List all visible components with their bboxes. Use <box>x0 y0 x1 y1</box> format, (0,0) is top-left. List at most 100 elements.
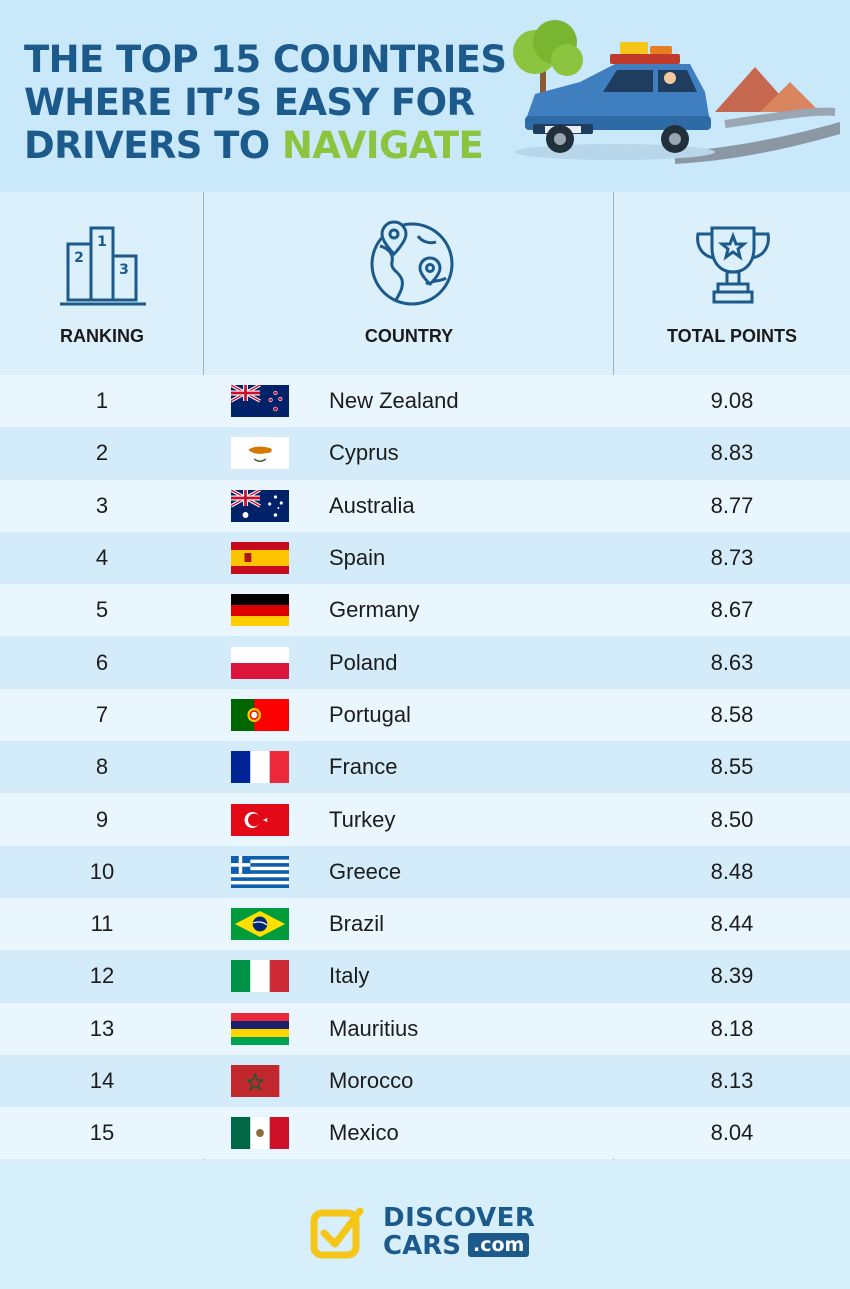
svg-text:1: 1 <box>97 234 107 250</box>
country-column-label: COUNTRY <box>364 326 454 346</box>
rank-cell: 1 <box>95 388 109 414</box>
rank-cell: 5 <box>95 597 109 623</box>
rank-cell: 7 <box>95 701 109 727</box>
title-line-3-prefix: DRIVERS TO <box>24 124 282 167</box>
rank-cell: 11 <box>90 911 114 937</box>
flag-ma-icon <box>231 1055 291 1107</box>
title-accent-word: NAVIGATE <box>281 124 484 167</box>
logo-word-cars: CARS <box>383 1231 461 1261</box>
globe-pin-icon <box>370 220 454 306</box>
table-row: 10 Greece 8.48 <box>0 845 850 898</box>
title-line-2: WHERE IT’S EASY FOR <box>24 81 475 124</box>
country-cell: Mexico <box>329 1120 399 1146</box>
rank-cell: 9 <box>95 806 109 832</box>
points-cell: 8.48 <box>710 858 754 884</box>
table-row: 5 Germany 8.67 <box>0 584 850 637</box>
table-body: 1 New Zealand 9.08 2 Cyprus 8.83 3 Australia 8.7… <box>0 375 850 1160</box>
flag-au-icon <box>231 480 291 532</box>
rank-cell: 12 <box>89 963 115 989</box>
title-line-1: THE TOP 15 COUNTRIES <box>24 38 507 81</box>
svg-text:2: 2 <box>74 250 84 266</box>
country-column-header: COUNTRY <box>204 192 614 374</box>
table-row: 11 Brazil 8.44 <box>0 897 850 951</box>
flag-gr-icon <box>231 846 291 898</box>
rank-cell: 14 <box>89 1068 115 1093</box>
points-cell: 8.50 <box>710 806 754 832</box>
flag-es-icon <box>231 532 291 584</box>
car-road-trip-illustration <box>513 20 840 164</box>
country-cell: Brazil <box>329 911 385 937</box>
table-row: 9 Turkey 8.50 <box>0 793 850 846</box>
ranking-column-label: RANKING <box>60 326 144 346</box>
header-banner: THE TOP 15 COUNTRIES WHERE IT’S EASY FOR… <box>0 0 850 192</box>
points-cell: 9.08 <box>710 388 754 414</box>
country-cell: Germany <box>329 597 420 623</box>
points-cell: 8.55 <box>710 754 754 780</box>
trophy-icon <box>696 226 770 304</box>
country-cell: France <box>329 754 398 780</box>
country-cell: Portugal <box>329 701 411 727</box>
points-cell: 8.58 <box>710 701 754 727</box>
country-cell: New Zealand <box>329 388 459 414</box>
flag-fr-icon <box>231 741 291 793</box>
rank-cell: 10 <box>89 858 115 884</box>
flag-tr-icon <box>231 793 291 845</box>
discover-cars-logo: DISCOVER CARS .com <box>310 1203 550 1263</box>
page-title: THE TOP 15 COUNTRIES WHERE IT’S EASY FOR… <box>24 38 507 167</box>
flag-nz-icon <box>231 375 291 427</box>
flag-pl-icon <box>231 636 291 688</box>
points-cell: 8.13 <box>710 1068 754 1093</box>
flag-cy-icon <box>231 427 291 479</box>
table-row: 12 Italy 8.39 <box>0 950 850 1003</box>
table-row: 1 New Zealand 9.08 <box>0 375 850 428</box>
table-row: 3 Australia 8.77 <box>0 479 850 532</box>
logo-domain-badge: .com <box>468 1233 530 1257</box>
ranking-column-header: 1 2 3 RANKING <box>0 192 204 374</box>
points-cell: 8.67 <box>710 597 754 623</box>
country-cell: Morocco <box>329 1068 414 1093</box>
points-cell: 8.18 <box>710 1015 754 1041</box>
table-row: 14 Morocco 8.13 <box>0 1054 850 1108</box>
points-cell: 8.04 <box>710 1120 754 1146</box>
country-cell: Poland <box>329 649 398 675</box>
table-row: 6 Poland 8.63 <box>0 636 850 689</box>
ranking-table: 1 2 3 RANKING COUNTRY <box>0 192 850 1160</box>
rank-cell: 13 <box>89 1015 115 1041</box>
logo-word-discover: DISCOVER <box>383 1203 536 1233</box>
title-line-3: DRIVERS TO NAVIGATE <box>24 124 506 167</box>
country-cell: Australia <box>329 492 415 518</box>
flag-pt-icon <box>231 689 291 741</box>
table-row: 2 Cyprus 8.83 <box>0 427 850 480</box>
flag-br-icon <box>231 898 291 950</box>
rank-cell: 2 <box>95 440 109 466</box>
flag-de-icon <box>231 584 291 636</box>
points-cell: 8.39 <box>710 963 754 989</box>
checkbox-logo-icon <box>310 1207 364 1259</box>
rank-cell: 8 <box>95 754 109 780</box>
country-cell: Greece <box>329 858 402 884</box>
points-cell: 8.63 <box>710 649 754 675</box>
country-cell: Turkey <box>329 806 396 832</box>
rank-cell: 4 <box>95 545 109 571</box>
rank-cell: 3 <box>95 492 109 518</box>
country-cell: Spain <box>329 545 386 571</box>
table-row: 4 Spain 8.73 <box>0 531 850 585</box>
points-column-header: TOTAL POINTS <box>614 192 850 374</box>
flag-mu-icon <box>231 1003 291 1055</box>
points-cell: 8.77 <box>710 492 754 518</box>
points-cell: 8.73 <box>710 545 754 571</box>
country-cell: Cyprus <box>329 440 399 466</box>
rank-cell: 15 <box>89 1120 115 1146</box>
svg-text:3: 3 <box>119 262 129 278</box>
points-cell: 8.83 <box>710 440 754 466</box>
country-cell: Mauritius <box>329 1015 419 1041</box>
table-row: 8 France 8.55 <box>0 741 850 794</box>
points-cell: 8.44 <box>710 911 754 937</box>
rank-cell: 6 <box>95 649 109 675</box>
points-column-label: TOTAL POINTS <box>666 326 797 346</box>
table-row: 13 Mauritius 8.18 <box>0 1002 850 1055</box>
country-cell: Italy <box>329 963 370 989</box>
flag-it-icon <box>231 950 291 1002</box>
table-row: 15 Mexico 8.04 <box>0 1107 850 1160</box>
podium-icon: 1 2 3 <box>60 226 146 306</box>
